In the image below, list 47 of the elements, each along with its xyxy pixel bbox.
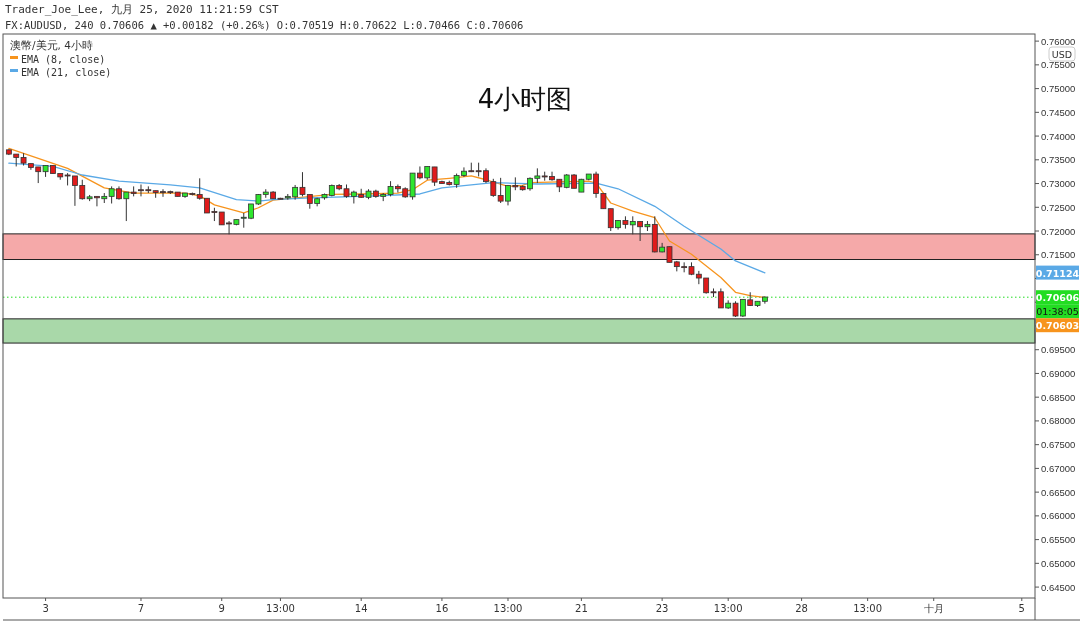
x-tick-label: 13:00 (266, 603, 295, 614)
y-tick-label: 0.67500 (1041, 439, 1076, 451)
x-tick-label: 13:00 (493, 603, 523, 614)
x-tick-label: 5 (1018, 603, 1025, 614)
x-tick-label: 16 (435, 603, 449, 614)
x-tick-label: 14 (354, 603, 368, 614)
y-tick-label: 0.68500 (1041, 391, 1076, 403)
y-tick-label: 0.66000 (1041, 510, 1076, 522)
text: 4小时图 (477, 84, 573, 114)
text: 01:38:05 (1036, 306, 1079, 318)
y-tick-label: 0.75000 (1041, 83, 1076, 95)
x-tick-label: 9 (218, 603, 225, 614)
text: 0.71124 (1035, 267, 1080, 279)
y-tick-label: 0.65000 (1041, 557, 1076, 569)
chart-subtitle: FX:AUDUSD, 240 0.70606 ▲ +0.00182 (+0.26%) O:0.70519 H:0.70622 L:0.70466 C:0.70606 (5, 19, 524, 31)
x-tick-label: 23 (655, 603, 669, 614)
y-tick-label: 0.76000 (1041, 35, 1076, 47)
x-tick-label: 3 (42, 603, 49, 614)
line-series (8, 162, 766, 274)
x-tick-label: 21 (575, 603, 588, 614)
x-tick-label: 十月 (923, 603, 944, 614)
y-tick-label: 0.74500 (1041, 106, 1076, 118)
x-tick-label: 13:00 (853, 603, 883, 614)
x-tick-label: 13:00 (713, 603, 743, 614)
legend-label: EMA (8, close) (21, 54, 106, 65)
y-tick-label: 0.64500 (1041, 581, 1076, 593)
y-tick-label: 0.65500 (1041, 534, 1076, 546)
y-tick-label: 0.75500 (1041, 59, 1076, 71)
text: Trader_Joe_Lee, 九月 25, 2020 11:21:59 CST (5, 3, 280, 16)
y-tick-label: 0.69000 (1041, 367, 1076, 379)
legend-title: 澳幣/美元, 4小時 (10, 39, 93, 51)
y-tick-label: 0.73000 (1041, 178, 1076, 190)
y-tick-label: 0.74000 (1041, 130, 1076, 142)
y-axis-title: USD (1051, 49, 1073, 60)
y-tick-label: 0.68000 (1041, 415, 1076, 427)
legend-label: EMA (21, close) (21, 67, 112, 78)
x-tick-label: 7 (137, 603, 145, 614)
y-tick-label: 0.71500 (1041, 249, 1076, 261)
y-tick-label: 0.72500 (1041, 201, 1076, 213)
y-tick-label: 0.66500 (1041, 486, 1076, 498)
y-tick-label: 0.69500 (1041, 344, 1076, 356)
text: 0.70603 (1035, 320, 1080, 332)
x-tick-label: 28 (795, 603, 808, 614)
y-tick-label: 0.67000 (1041, 462, 1076, 474)
ref-line-label: 0.70606 (1035, 292, 1080, 304)
y-tick-label: 0.72000 (1041, 225, 1076, 237)
y-tick-label: 0.73500 (1041, 154, 1076, 166)
